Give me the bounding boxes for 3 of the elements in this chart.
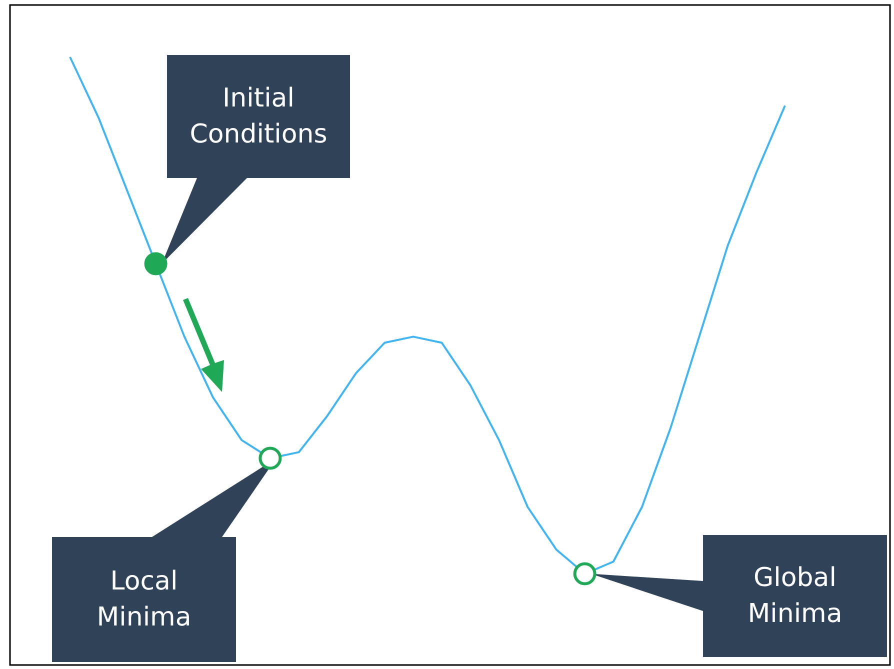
annotation: Initial Conditions	[190, 84, 328, 150]
annotation: Global Minima	[748, 563, 842, 629]
annotation: Local Minima	[96, 566, 192, 632]
